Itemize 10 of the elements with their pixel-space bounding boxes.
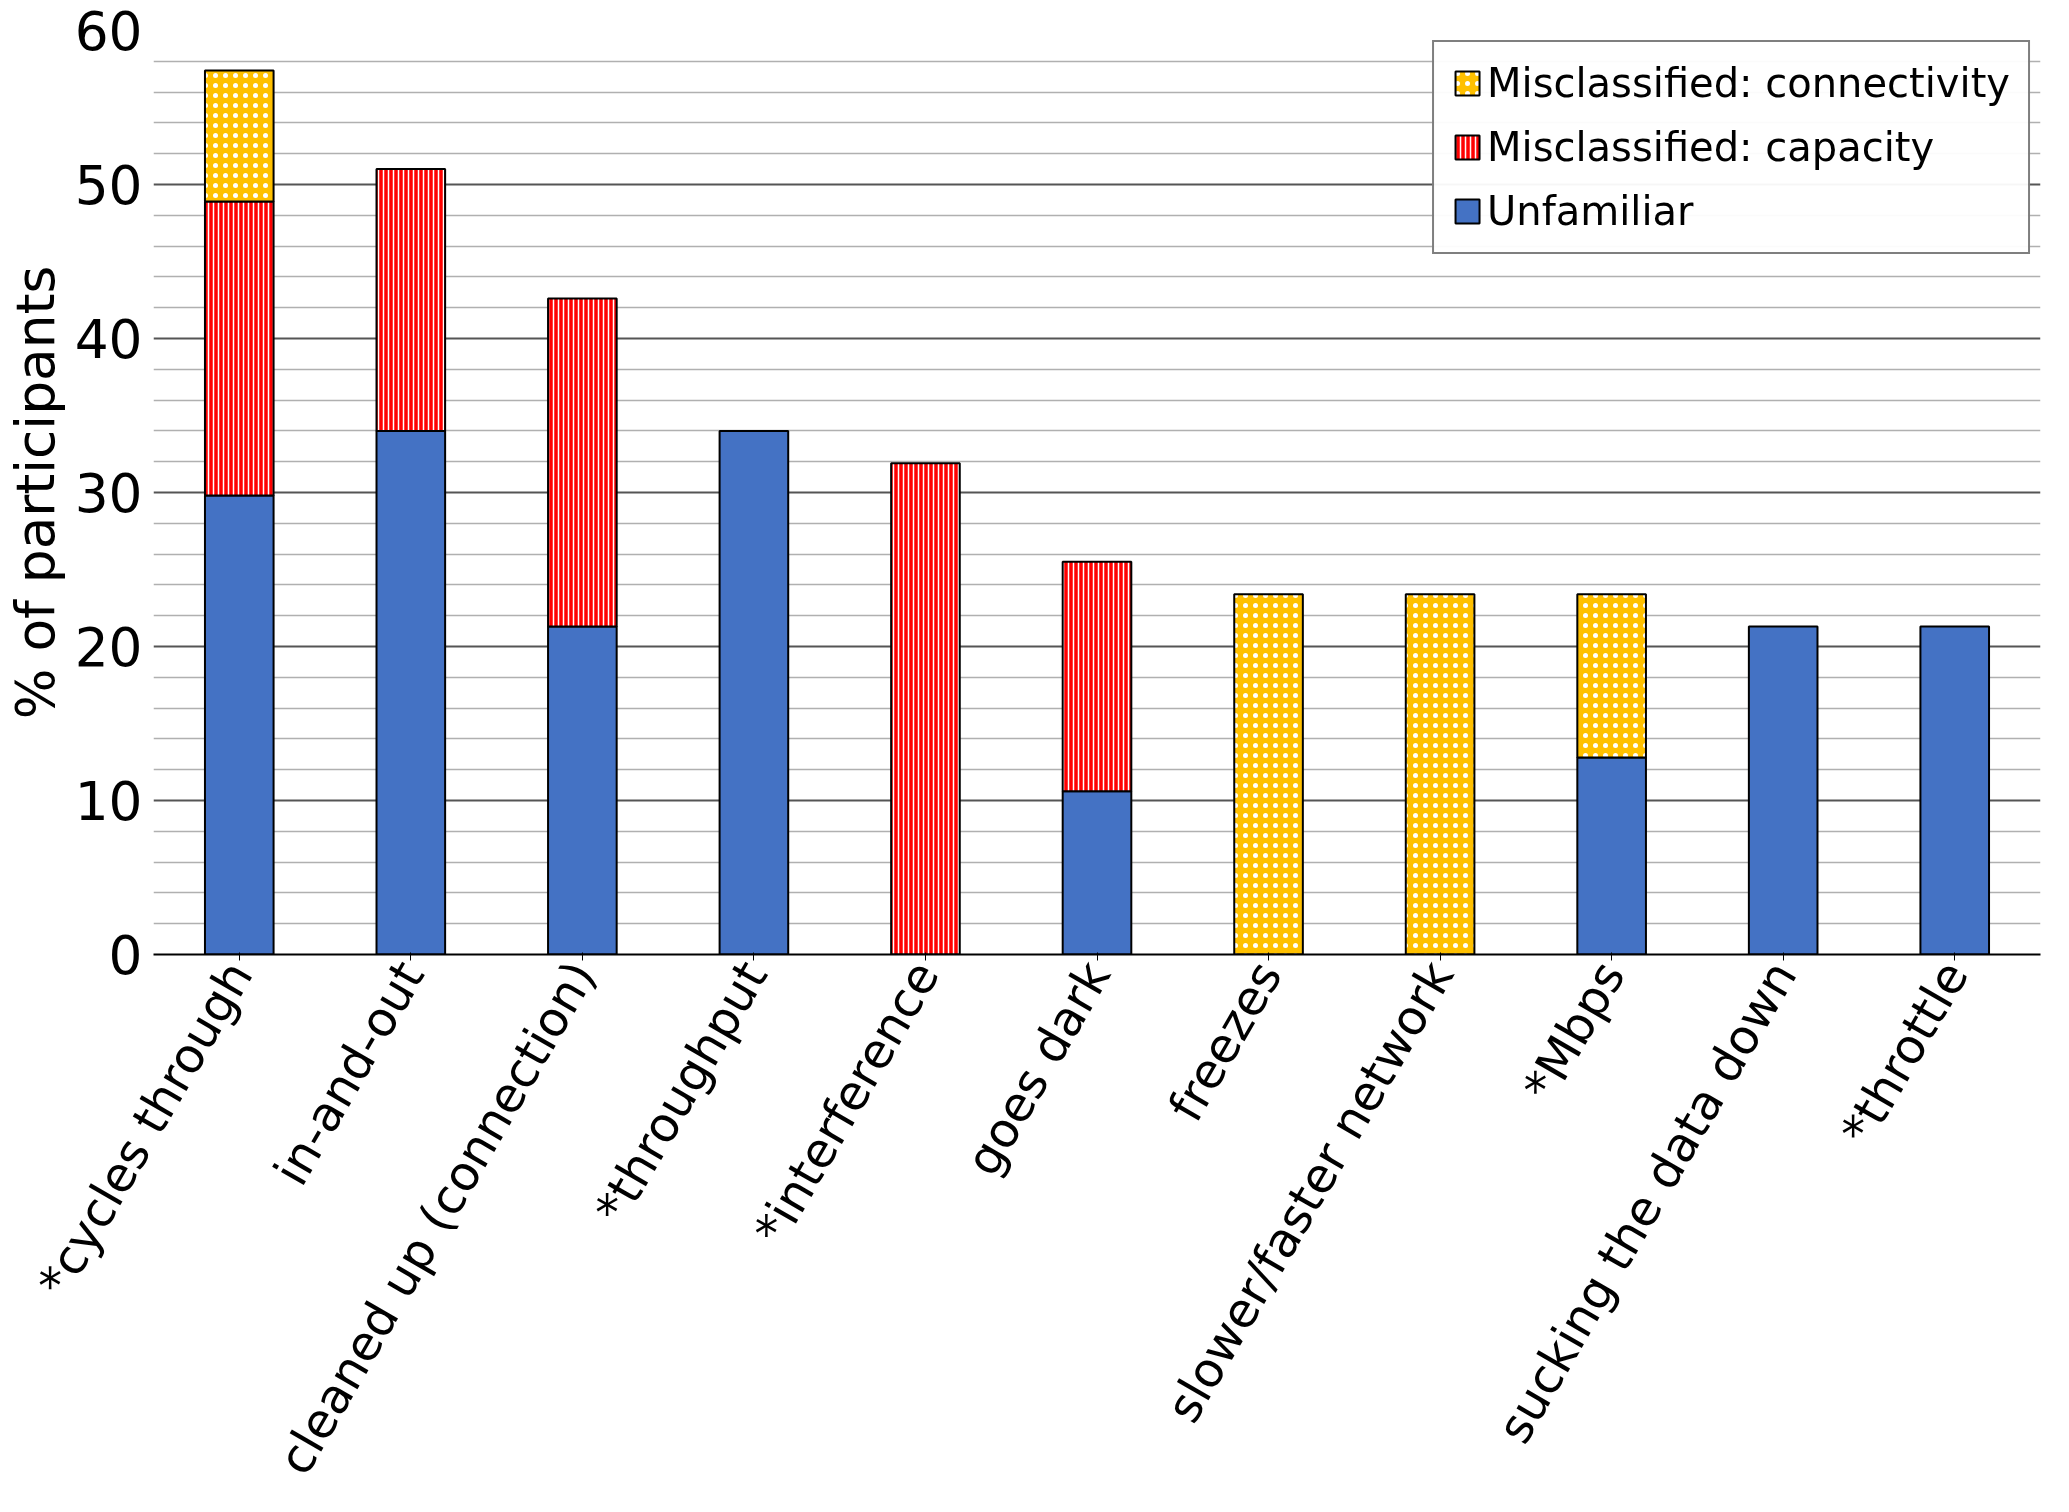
y-tick-label: 30 (74, 462, 143, 525)
y-tick-label: 50 (74, 154, 143, 217)
legend-label: Misclassified: capacity (1487, 124, 1935, 170)
y-tick-label: 40 (74, 308, 143, 371)
y-tick-label: 10 (74, 770, 143, 833)
y-axis-title: % of participants (3, 265, 67, 720)
legend-label: Misclassified: connectivity (1487, 60, 2010, 106)
y-tick-label: 20 (74, 616, 143, 679)
legend-label: Unfamiliar (1487, 188, 1694, 234)
y-tick-label: 60 (74, 0, 143, 63)
